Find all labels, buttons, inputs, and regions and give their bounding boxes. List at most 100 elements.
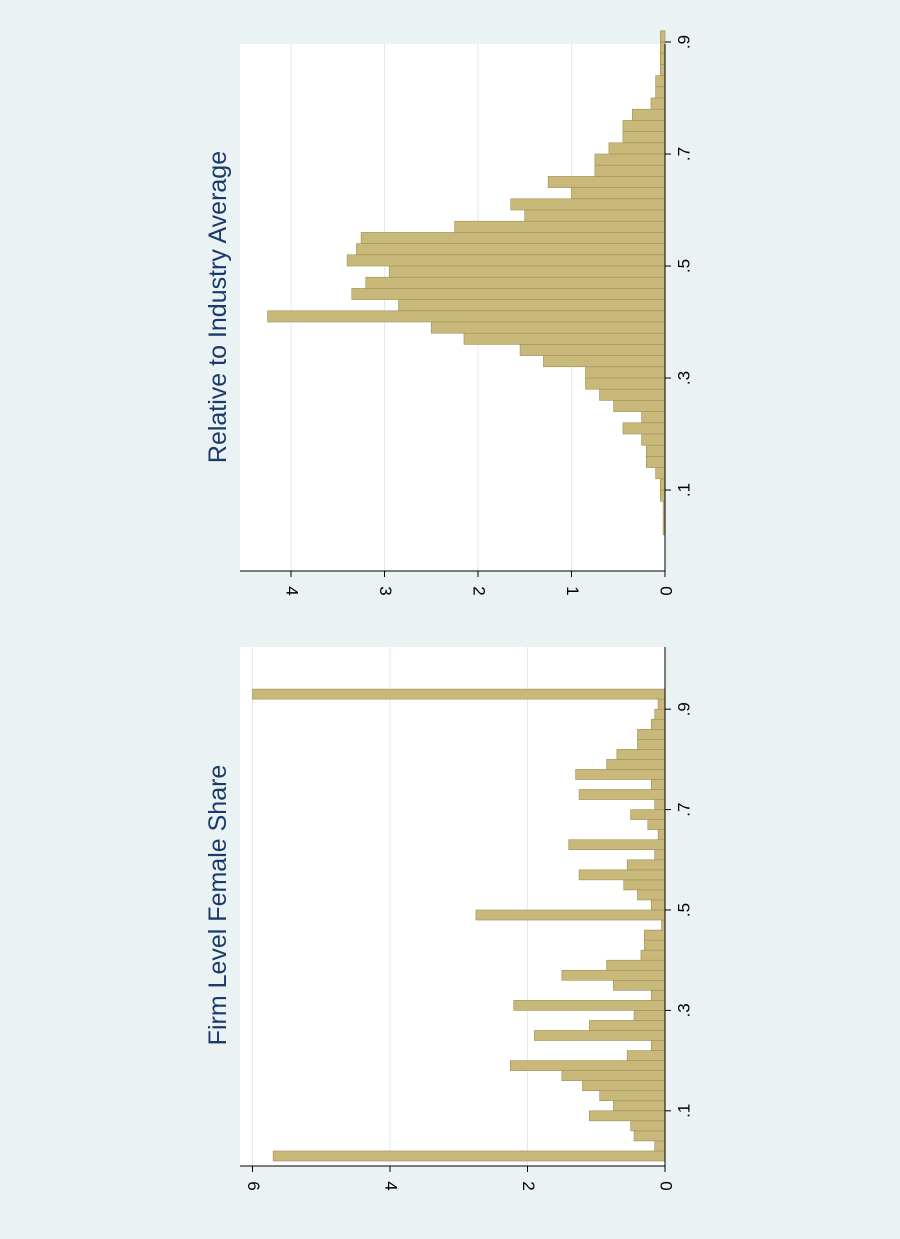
histogram-bar [534,1030,666,1041]
histogram-bar [655,467,666,480]
histogram-bar [360,232,666,244]
histogram-bar [608,142,666,155]
histogram-bar [661,919,666,931]
histogram-bar [660,41,666,54]
x-tick-label: .9 [674,702,693,716]
histogram-bar [633,1010,666,1021]
histogram-bar [356,243,666,256]
histogram-bar [637,739,666,750]
histogram-bar [613,400,666,412]
panel-relative-to-industry-average: 0 1 2 3 4 .1 .3 .5 .7 .9 Relative to Industry Ave… [204,30,694,596]
histogram-bar [398,299,666,312]
histogram-bar [613,1100,666,1112]
axis-ticks: 0 1 2 3 4 .1 .3 .5 .7 .9 [283,35,694,596]
grid-lines [252,647,528,1166]
histogram-bar [626,1050,666,1061]
histogram-bar [660,52,666,65]
histogram-bar [622,120,666,132]
x-tick-label: .1 [674,1104,693,1118]
histogram-bar [640,949,666,961]
histogram-bar [346,254,666,267]
histogram-bar [606,759,666,770]
y-tick-label: 2 [519,1181,538,1190]
histogram-bar [606,959,666,971]
histogram-bar [578,789,666,800]
histogram-bar [630,809,666,820]
histogram-bar [475,909,666,921]
histogram-bar [561,969,666,981]
histogram-bars [267,30,666,536]
histogram-bar [571,187,666,200]
histogram-bar [650,899,666,911]
histogram-bar [630,1120,666,1132]
y-tick-label: 2 [470,586,489,595]
histogram-bar [660,478,666,491]
histogram-bar [594,164,666,177]
histogram-bar [655,86,666,99]
histogram-bar [267,310,666,323]
histogram-bar [644,939,666,951]
histogram-bar [585,366,666,379]
panel-firm-level-female-share: 0 2 4 6 .1 .3 .5 .7 .9 Firm Level Female Share [204,647,693,1191]
x-tick-label: .7 [674,803,693,817]
histogram-bar [543,355,666,368]
histogram-bar [613,979,666,991]
histogram-bar [654,708,666,720]
histogram-bar [660,64,666,76]
histogram-bar [454,220,666,233]
histogram-bar [623,879,666,891]
histogram-bar [599,388,666,401]
histogram-bar [637,728,666,740]
histogram-bar [510,198,666,211]
chart-title: Relative to Industry Average [204,151,232,463]
histogram-bar [647,819,666,830]
histogram-bar [568,839,666,851]
histogram-bar [252,688,666,700]
histogram-bar [616,749,666,760]
histogram-bar [575,769,666,780]
x-tick-label: .9 [674,35,693,49]
histogram-bar [589,1110,666,1122]
histogram-bar [510,1060,666,1071]
x-tick-label: .3 [674,1003,693,1017]
histogram-bar [430,321,666,334]
histogram-bar [641,411,666,424]
histogram-bar [388,265,666,278]
y-tick-label: 0 [657,1181,676,1190]
y-tick-label: 3 [376,586,395,595]
y-tick-label: 4 [382,1181,401,1190]
histogram-bar [660,30,666,43]
y-tick-label: 4 [283,586,302,595]
histogram-bars [252,688,666,1162]
histogram-bar [637,889,666,901]
histogram-bar [631,108,666,121]
histogram-bar [657,698,666,710]
axis-ticks: 0 2 4 6 .1 .3 .5 .7 .9 [244,702,693,1191]
histogram-bar [641,433,666,446]
histogram-bar [660,489,666,502]
histogram-bar [657,829,666,841]
histogram-bar [524,209,666,222]
histogram-bar [650,97,666,110]
x-tick-label: .7 [674,147,693,161]
histogram-bar [463,332,666,345]
histogram-bar [645,456,666,468]
histogram-bar [351,288,666,300]
y-tick-label: 1 [563,586,582,595]
histogram-bar [582,1080,666,1092]
histogram-bar [622,131,666,144]
x-tick-label: .1 [674,483,693,497]
x-tick-label: .5 [674,903,693,917]
histogram-bar [650,1040,666,1051]
histogram-bar [650,718,666,730]
histogram-bar [547,176,666,188]
y-tick-label: 6 [244,1181,263,1190]
histogram-bar [655,75,666,88]
y-tick-label: 0 [657,586,676,595]
histogram-bar [519,344,666,356]
histogram-bar [654,799,666,810]
histogram-bar [645,444,666,457]
histogram-bar [650,990,666,1001]
x-tick-label: .5 [674,259,693,273]
histogram-bar [594,153,666,166]
